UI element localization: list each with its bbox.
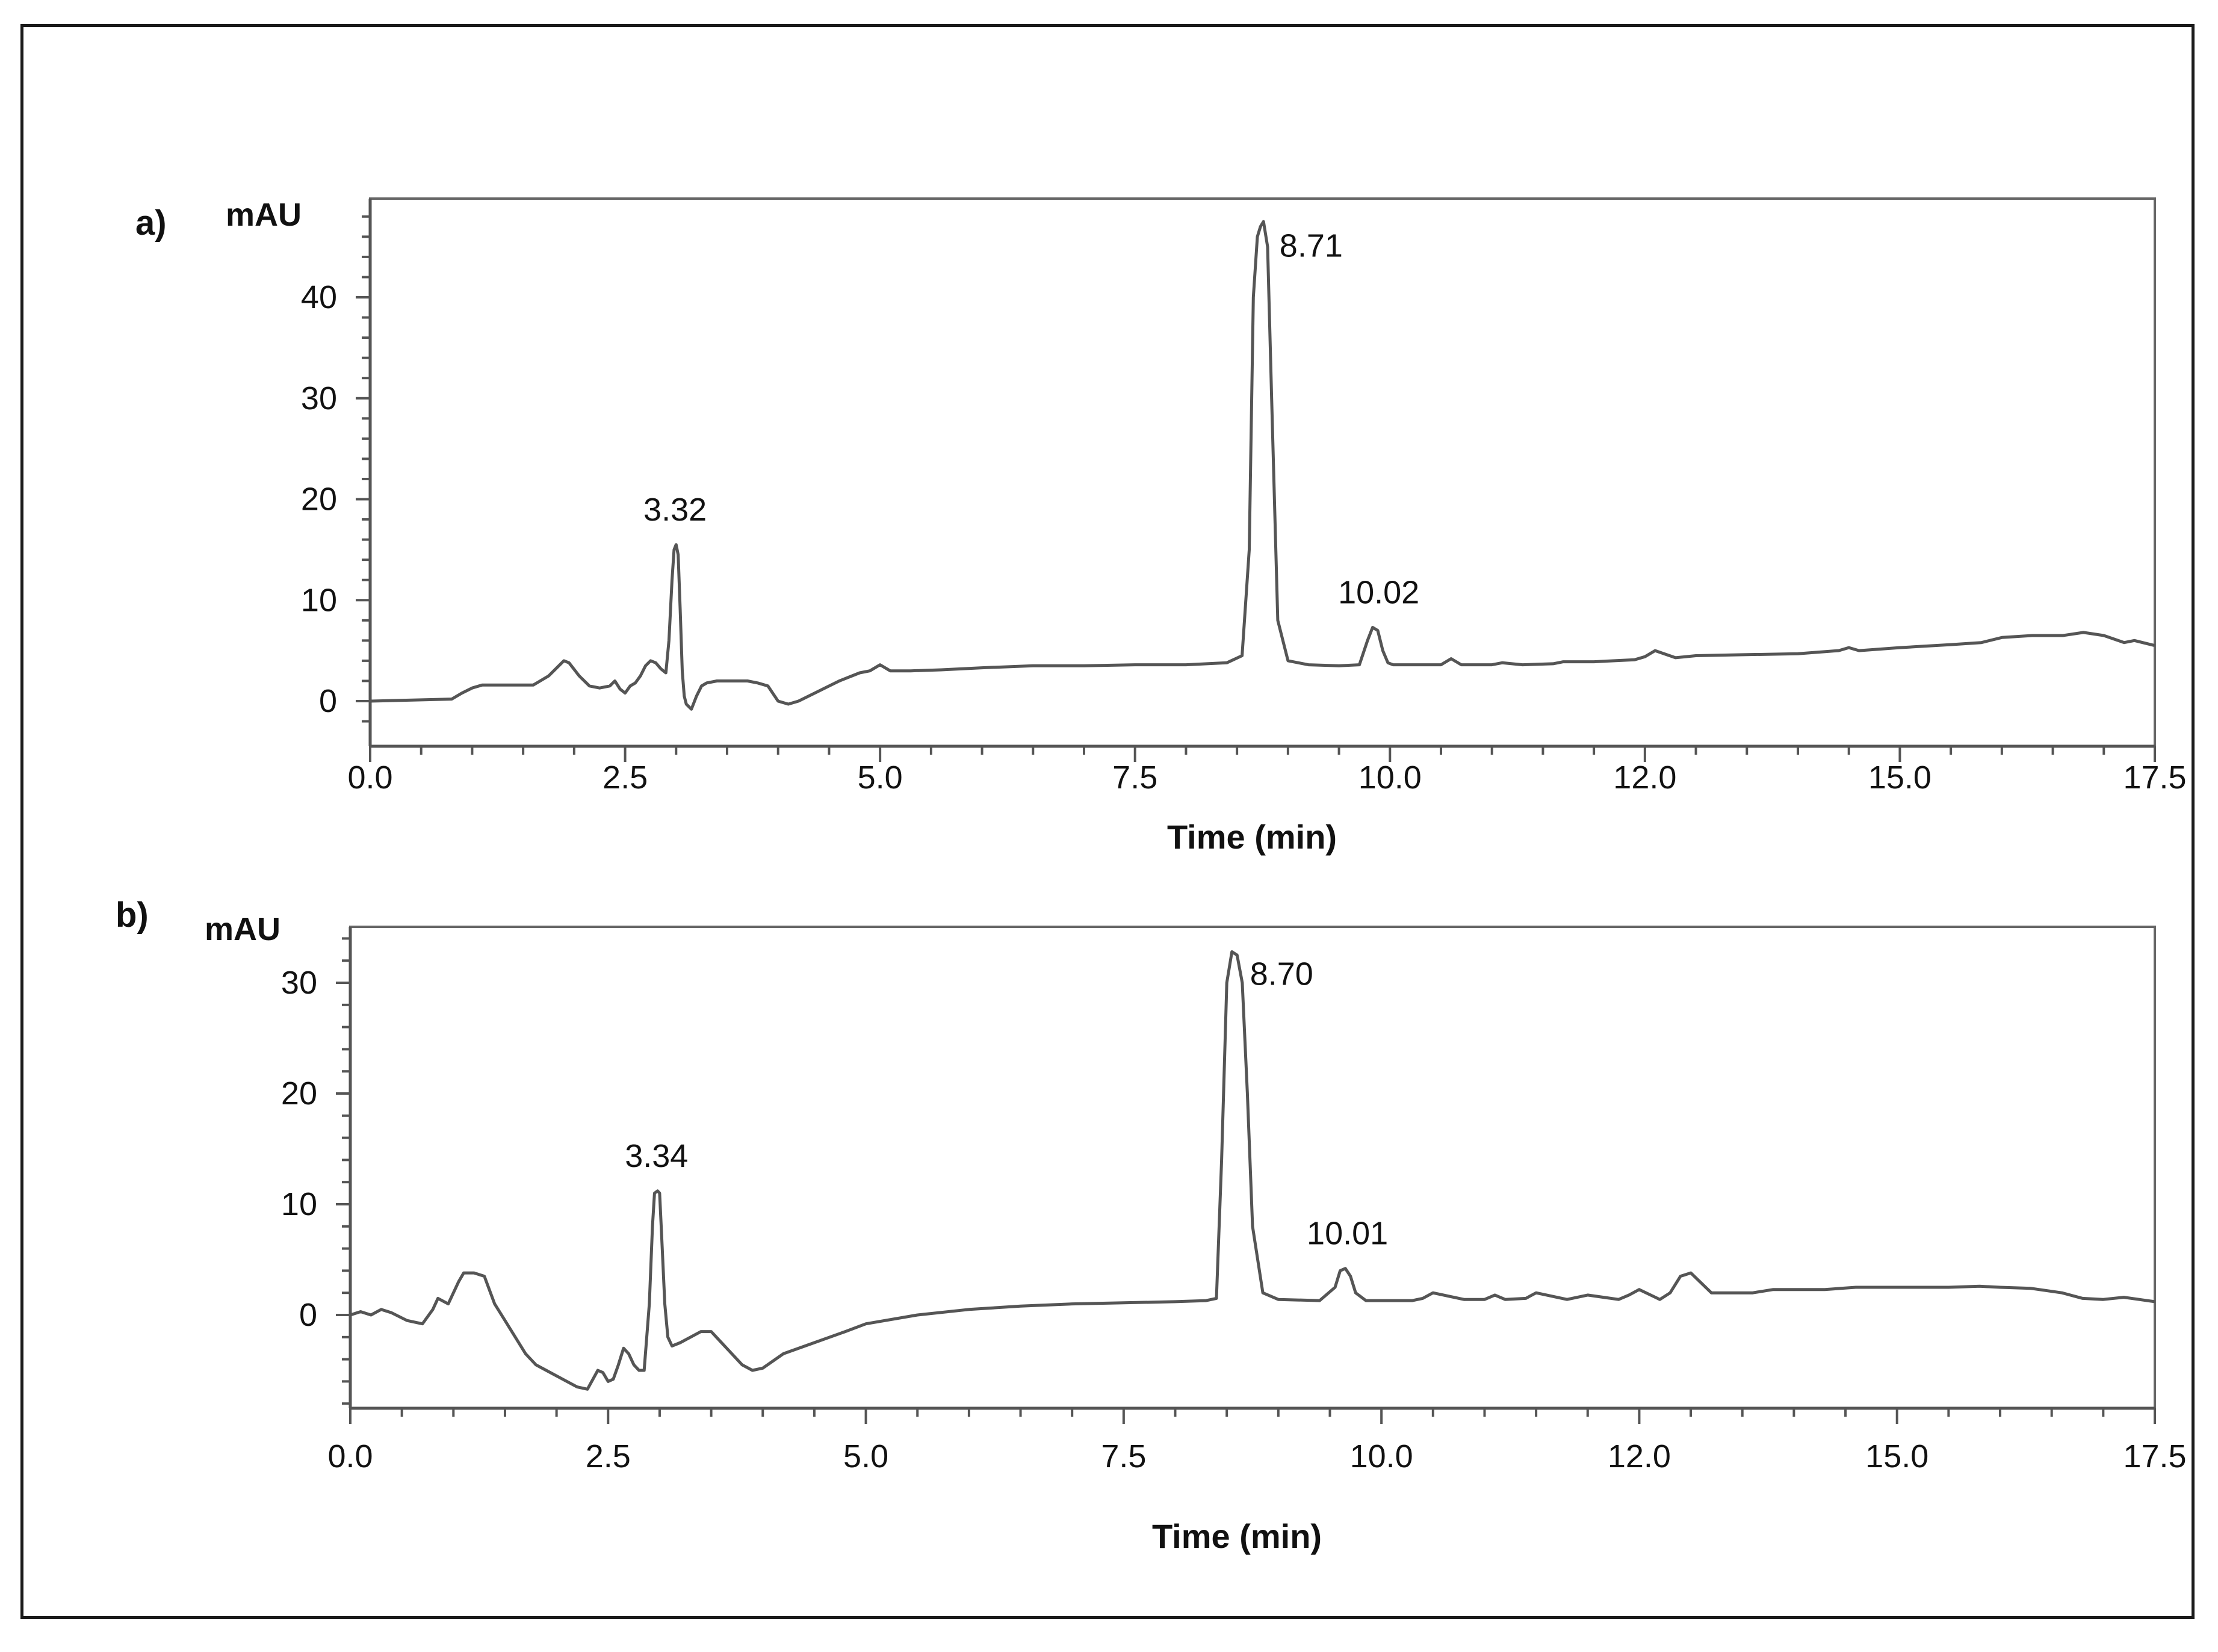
panel-b-label: b)	[116, 896, 149, 935]
panel-b-y-tick-label: 10	[281, 1186, 317, 1222]
panel-b-x-title: Time (min)	[1152, 1517, 1322, 1555]
panel-b: b) mAU Time (min) 0 10 20 30 0.0 2.5 5.0 7.5 10.…	[116, 896, 2187, 1555]
panel-a-x-tick-label: 0.0	[347, 759, 392, 796]
panel-b-x-tick-label: 17.5	[2123, 1438, 2186, 1474]
panel-a-x-tick-label: 7.5	[1112, 759, 1157, 796]
panel-b-peak-label: 8.70	[1250, 956, 1313, 992]
panel-a-x-tick-label: 12.0	[1613, 759, 1676, 796]
panel-b-y-unit: mAU	[205, 911, 280, 947]
panel-a-x-tick-label: 10.0	[1358, 759, 1422, 796]
panel-a-x-tick-label: 2.5	[603, 759, 648, 796]
panel-a-y-tick-label: 30	[301, 380, 337, 416]
panel-b-plot-frame	[349, 926, 2156, 1409]
panel-b-x-tick-label: 12.0	[1608, 1438, 1671, 1474]
panel-a-x-tick-label: 5.0	[858, 759, 903, 796]
panel-a-y-unit: mAU	[226, 197, 302, 233]
panel-a-plot-frame	[369, 197, 2156, 747]
panel-b-peak-label: 10.01	[1307, 1216, 1388, 1252]
figure-frame	[20, 24, 2195, 1619]
panel-b-y-tick-label: 30	[281, 965, 317, 1001]
panel-b-peak-label: 3.34	[625, 1138, 688, 1174]
panel-b-x-tick-label: 7.5	[1101, 1438, 1146, 1474]
panel-a-x-tick-label: 15.0	[1868, 759, 1931, 796]
panel-b-y-tick-label: 20	[281, 1075, 317, 1112]
panel-a-chromatogram-trace	[370, 220, 2155, 711]
panel-b-chromatogram-trace	[350, 950, 2155, 1391]
panel-a-peak-label: 8.71	[1280, 228, 1343, 264]
panel-a-y-tick-label: 40	[301, 279, 337, 315]
panel-b-y-tick-label: 0	[299, 1297, 317, 1333]
panel-b-x-tick-label: 15.0	[1865, 1438, 1928, 1474]
panel-b-x-tick-label: 5.0	[843, 1438, 888, 1474]
panel-b-x-tick-label: 10.0	[1350, 1438, 1413, 1474]
panel-b-x-tick-label: 2.5	[586, 1438, 631, 1474]
panel-b-x-tick-label: 0.0	[327, 1438, 373, 1474]
panel-a-y-tick-label: 0	[319, 683, 337, 719]
panel-a-peak-label: 3.32	[643, 492, 707, 528]
panel-a-y-tick-label: 10	[301, 582, 337, 618]
panel-a-peak-label: 10.02	[1338, 575, 1419, 611]
panel-a-x-tick-label: 17.5	[2123, 759, 2186, 796]
panel-a-y-tick-label: 20	[301, 481, 337, 518]
panel-a: a) mAU Time (min) 0 10 20 30 40 0.0 2.5 5.0 7.5 1…	[135, 197, 2187, 856]
panel-a-label: a)	[135, 203, 167, 243]
panel-a-x-title: Time (min)	[1167, 818, 1337, 856]
